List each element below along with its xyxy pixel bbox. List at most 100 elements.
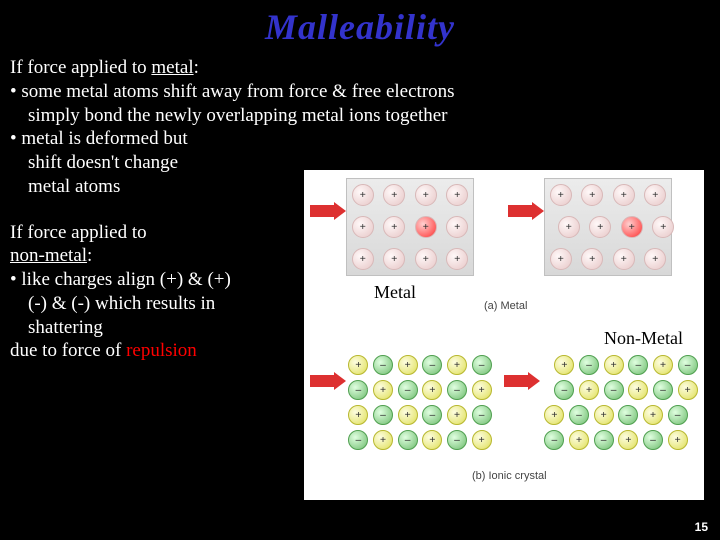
cation-ion: + bbox=[653, 355, 673, 375]
cation-ion: + bbox=[447, 405, 467, 425]
metal-grid-right: ++++++++++++ bbox=[544, 178, 672, 276]
metal-ion: + bbox=[581, 248, 603, 270]
ionic-grid-right: +–+–+––+–+–++–+–+––+–+–+ bbox=[542, 352, 690, 452]
metal-ion: + bbox=[613, 184, 635, 206]
anion-ion: – bbox=[618, 405, 638, 425]
metal-ion: + bbox=[644, 184, 666, 206]
metal-ion: + bbox=[446, 216, 468, 238]
anion-ion: – bbox=[348, 380, 368, 400]
cation-ion: + bbox=[348, 405, 368, 425]
metal-ion: + bbox=[415, 184, 437, 206]
bullet-4-repulsion: repulsion bbox=[126, 340, 197, 361]
metal-ion: + bbox=[352, 184, 374, 206]
anion-ion: – bbox=[422, 405, 442, 425]
anion-ion: – bbox=[668, 405, 688, 425]
arrow-ionic-right bbox=[504, 372, 540, 390]
caption-b: (b) Ionic crystal bbox=[472, 470, 547, 482]
metal-grid-left: ++++++++++++ bbox=[346, 178, 474, 276]
anion-ion: – bbox=[628, 355, 648, 375]
anion-ion: – bbox=[678, 355, 698, 375]
arrow-ionic-left bbox=[310, 372, 346, 390]
anion-ion: – bbox=[594, 430, 614, 450]
anion-ion: – bbox=[643, 430, 663, 450]
bullet-3-l2: (-) & (-) which results in bbox=[10, 293, 215, 314]
anion-ion: – bbox=[604, 380, 624, 400]
p1-intro: If force applied to bbox=[10, 57, 151, 78]
metal-ion: + bbox=[550, 184, 572, 206]
p1-colon: : bbox=[194, 57, 199, 78]
anion-ion: – bbox=[569, 405, 589, 425]
anion-ion: – bbox=[472, 355, 492, 375]
p2-intro: If force applied to bbox=[10, 222, 147, 243]
metal-ion: + bbox=[581, 184, 603, 206]
anion-ion: – bbox=[653, 380, 673, 400]
anion-ion: – bbox=[422, 355, 442, 375]
ionic-grid-left: +–+–+––+–+–++–+–+––+–+–+ bbox=[346, 352, 494, 452]
label-nonmetal: Non-Metal bbox=[604, 328, 683, 349]
anion-ion: – bbox=[554, 380, 574, 400]
anion-ion: – bbox=[373, 405, 393, 425]
cation-ion: + bbox=[398, 405, 418, 425]
slide-title: Malleability bbox=[0, 0, 720, 48]
bullet-4-pre: due to force of bbox=[10, 340, 126, 361]
metal-ion: + bbox=[558, 216, 580, 238]
cation-ion: + bbox=[472, 430, 492, 450]
arrow-metal-right bbox=[508, 202, 544, 220]
metal-ion-highlight: + bbox=[415, 216, 437, 238]
cation-ion: + bbox=[373, 430, 393, 450]
bullet-3: • like charges align (+) & (+) bbox=[10, 269, 231, 290]
cation-ion: + bbox=[472, 380, 492, 400]
bullet-3-l3: shattering bbox=[10, 317, 103, 338]
anion-ion: – bbox=[472, 405, 492, 425]
metal-ion: + bbox=[589, 216, 611, 238]
cation-ion: + bbox=[348, 355, 368, 375]
anion-ion: – bbox=[447, 380, 467, 400]
metal-ion: + bbox=[446, 184, 468, 206]
bullet-1: • some metal atoms shift away from force… bbox=[10, 81, 455, 102]
anion-ion: – bbox=[579, 355, 599, 375]
bullet-2-l3: metal atoms bbox=[10, 176, 120, 197]
caption-a: (a) Metal bbox=[484, 300, 527, 312]
figure-area: ++++++++++++ ++++++++++++ Metal (a) Meta… bbox=[304, 170, 704, 500]
cation-ion: + bbox=[579, 380, 599, 400]
bullet-2: • metal is deformed but bbox=[10, 128, 188, 149]
label-metal: Metal bbox=[374, 282, 416, 303]
metal-ion: + bbox=[550, 248, 572, 270]
arrow-metal-left bbox=[310, 202, 346, 220]
anion-ion: – bbox=[544, 430, 564, 450]
anion-ion: – bbox=[398, 380, 418, 400]
p2-colon: : bbox=[87, 245, 92, 266]
metal-ion: + bbox=[383, 184, 405, 206]
cation-ion: + bbox=[643, 405, 663, 425]
cation-ion: + bbox=[594, 405, 614, 425]
cation-ion: + bbox=[604, 355, 624, 375]
metal-ion: + bbox=[383, 216, 405, 238]
cation-ion: + bbox=[373, 380, 393, 400]
nonmetal-section: If force applied to non-metal: • like ch… bbox=[10, 221, 310, 364]
cation-ion: + bbox=[554, 355, 574, 375]
page-number: 15 bbox=[695, 520, 708, 534]
metal-ion: + bbox=[644, 248, 666, 270]
bullet-1-cont: simply bond the newly overlapping metal … bbox=[10, 105, 448, 126]
anion-ion: – bbox=[447, 430, 467, 450]
bullet-2-block: • metal is deformed but shift doesn't ch… bbox=[10, 127, 310, 198]
bullet-2-l2: shift doesn't change bbox=[10, 152, 178, 173]
metal-ion-highlight: + bbox=[621, 216, 643, 238]
cation-ion: + bbox=[447, 355, 467, 375]
cation-ion: + bbox=[422, 380, 442, 400]
anion-ion: – bbox=[348, 430, 368, 450]
cation-ion: + bbox=[678, 380, 698, 400]
cation-ion: + bbox=[398, 355, 418, 375]
anion-ion: – bbox=[373, 355, 393, 375]
cation-ion: + bbox=[618, 430, 638, 450]
cation-ion: + bbox=[628, 380, 648, 400]
metal-ion: + bbox=[652, 216, 674, 238]
p1-metal: metal bbox=[151, 57, 193, 78]
metal-ion: + bbox=[383, 248, 405, 270]
cation-ion: + bbox=[544, 405, 564, 425]
cation-ion: + bbox=[569, 430, 589, 450]
metal-ion: + bbox=[415, 248, 437, 270]
cation-ion: + bbox=[422, 430, 442, 450]
metal-ion: + bbox=[352, 248, 374, 270]
metal-ion: + bbox=[352, 216, 374, 238]
